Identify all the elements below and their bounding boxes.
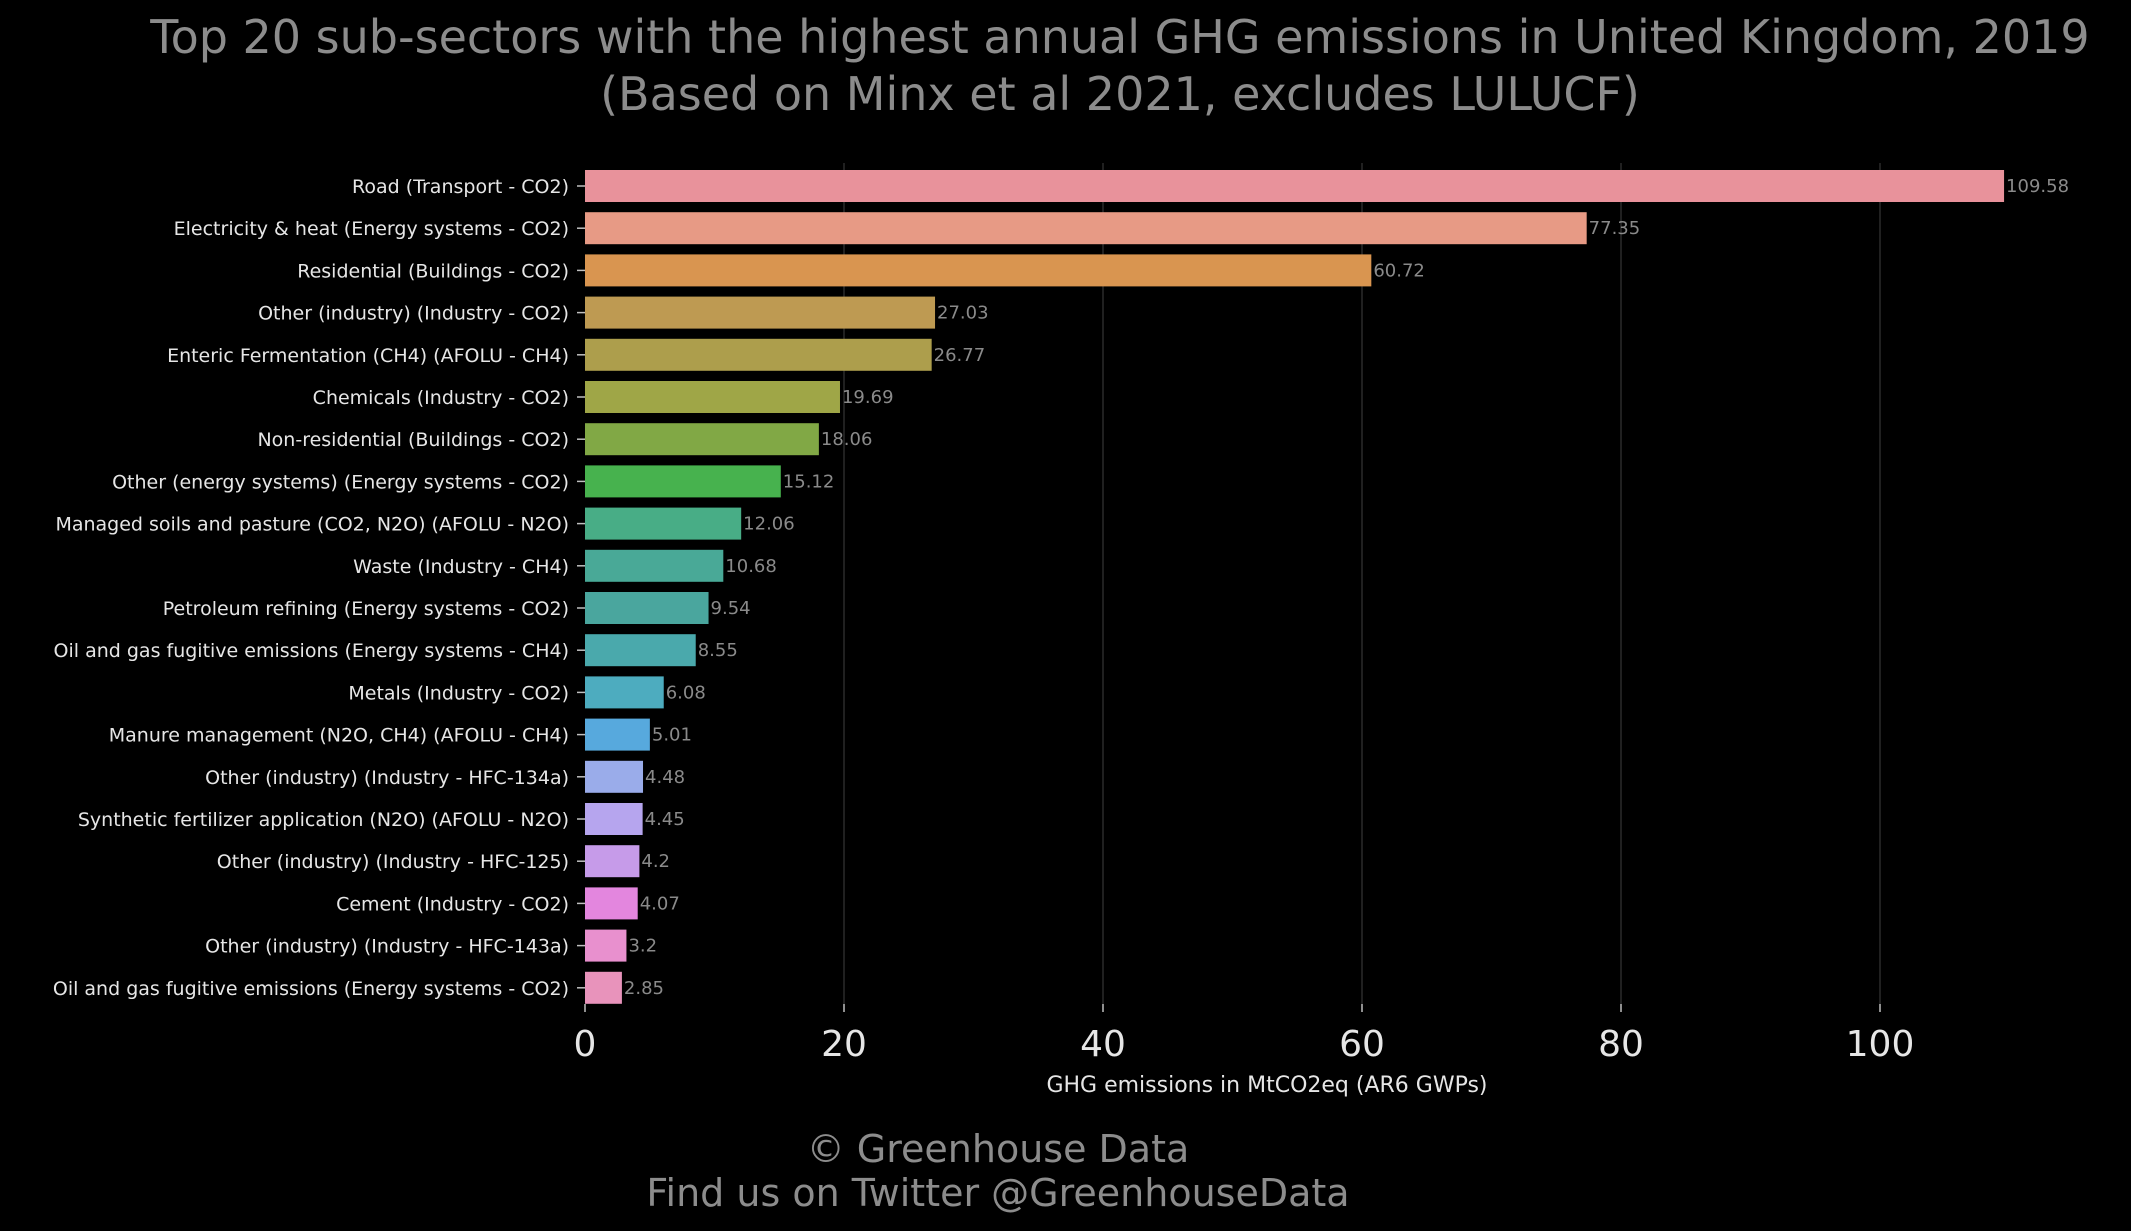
category-label: Cement (Industry - CO2) xyxy=(336,893,569,915)
category-label: Metals (Industry - CO2) xyxy=(348,682,569,704)
bar xyxy=(585,718,650,751)
value-labels: 109.58 77.35 60.72 27.03 26.77 19.69 18.06 15.1… xyxy=(624,176,2069,999)
value-label: 26.77 xyxy=(934,345,986,366)
chart-subtitle: (Based on Minx et al 2021, excludes LULU… xyxy=(600,67,1640,121)
category-label: Electricity & heat (Energy systems - CO2… xyxy=(174,218,569,240)
x-axis-title: GHG emissions in MtCO2eq (AR6 GWPs) xyxy=(1046,1073,1487,1098)
bar xyxy=(585,296,936,329)
value-label: 5.01 xyxy=(652,725,692,746)
category-label: Manure management (N2O, CH4) (AFOLU - CH… xyxy=(109,725,569,747)
category-label: Synthetic fertilizer application (N2O) (… xyxy=(78,809,569,831)
bars xyxy=(585,170,2005,1004)
value-label: 15.12 xyxy=(783,471,835,492)
bar xyxy=(585,845,640,878)
bar xyxy=(585,212,1587,245)
credit-line-1: © Greenhouse Data xyxy=(807,1127,1190,1171)
x-tick-label: 100 xyxy=(1846,1024,1915,1065)
x-tick-label: 80 xyxy=(1598,1024,1644,1065)
value-label: 12.06 xyxy=(743,514,795,535)
x-tick-label: 20 xyxy=(821,1024,867,1065)
value-label: 4.2 xyxy=(641,851,670,872)
category-label: Chemicals (Industry - CO2) xyxy=(313,387,569,409)
y-axis-labels: Road (Transport - CO2) Electricity & heat… xyxy=(53,176,585,1000)
category-label: Other (industry) (Industry - HFC-125) xyxy=(217,851,569,873)
value-label: 6.08 xyxy=(666,682,706,703)
category-label: Oil and gas fugitive emissions (Energy s… xyxy=(54,640,569,662)
value-label: 18.06 xyxy=(821,429,873,450)
credit-block: © Greenhouse Data Find us on Twitter @Gr… xyxy=(646,1127,1349,1215)
value-label: 3.2 xyxy=(628,936,657,957)
bar xyxy=(585,887,638,920)
x-axis: 0 20 40 60 80 100 xyxy=(574,1004,1915,1065)
bar xyxy=(585,676,664,709)
bar xyxy=(585,929,627,962)
value-label: 27.03 xyxy=(937,303,989,324)
credit-line-2: Find us on Twitter @GreenhouseData xyxy=(646,1171,1349,1215)
category-label: Other (industry) (Industry - HFC-134a) xyxy=(205,767,569,789)
value-label: 8.55 xyxy=(698,640,738,661)
chart-title: Top 20 sub-sectors with the highest annu… xyxy=(149,10,2089,64)
bar xyxy=(585,338,932,371)
bar xyxy=(585,549,724,582)
bar xyxy=(585,381,840,413)
bar xyxy=(585,803,643,835)
bar xyxy=(585,971,622,1004)
value-label: 9.54 xyxy=(711,598,751,619)
value-label: 4.45 xyxy=(645,809,685,830)
chart-title-group: Top 20 sub-sectors with the highest annu… xyxy=(149,10,2089,121)
category-label: Enteric Fermentation (CH4) (AFOLU - CH4) xyxy=(167,345,569,367)
category-label: Residential (Buildings - CO2) xyxy=(297,260,569,282)
category-label: Petroleum refining (Energy systems - CO2… xyxy=(163,598,569,620)
bar xyxy=(585,254,1372,287)
bar xyxy=(585,170,2005,202)
category-label: Other (industry) (Industry - HFC-143a) xyxy=(205,936,569,958)
value-label: 10.68 xyxy=(725,556,777,577)
gridlines xyxy=(843,163,1881,1004)
value-label: 2.85 xyxy=(624,978,664,999)
bar xyxy=(585,592,709,624)
bar xyxy=(585,507,742,540)
x-tick-label: 60 xyxy=(1339,1024,1385,1065)
bar xyxy=(585,634,696,667)
value-label: 19.69 xyxy=(842,387,894,408)
value-label: 77.35 xyxy=(1589,218,1641,239)
value-label: 60.72 xyxy=(1373,260,1425,281)
bar xyxy=(585,760,644,793)
category-label: Waste (Industry - CH4) xyxy=(353,556,569,578)
category-label: Managed soils and pasture (CO2, N2O) (AF… xyxy=(55,514,569,536)
category-label: Road (Transport - CO2) xyxy=(352,176,569,198)
bar xyxy=(585,465,781,498)
x-tick-label: 40 xyxy=(1080,1024,1126,1065)
value-label: 109.58 xyxy=(2006,176,2069,197)
category-label: Other (industry) (Industry - CO2) xyxy=(258,303,569,325)
value-label: 4.07 xyxy=(640,893,680,914)
x-tick-label: 0 xyxy=(574,1024,597,1065)
category-label: Oil and gas fugitive emissions (Energy s… xyxy=(53,978,569,1000)
category-label: Other (energy systems) (Energy systems -… xyxy=(112,471,569,493)
bar xyxy=(585,423,819,456)
value-label: 4.48 xyxy=(645,767,685,788)
category-label: Non-residential (Buildings - CO2) xyxy=(257,429,569,451)
